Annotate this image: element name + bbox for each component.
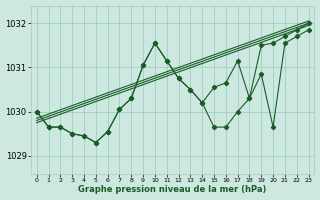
X-axis label: Graphe pression niveau de la mer (hPa): Graphe pression niveau de la mer (hPa) [78,185,267,194]
